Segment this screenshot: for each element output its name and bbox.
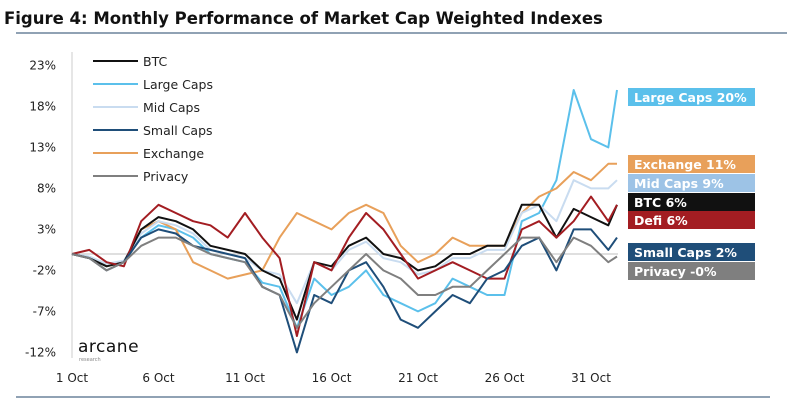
y-tick-label: 3% — [37, 222, 56, 236]
chart-title: Figure 4: Monthly Performance of Market … — [4, 9, 603, 28]
y-tick-label: 8% — [37, 181, 56, 195]
svg-text:Privacy -0%: Privacy -0% — [634, 264, 717, 279]
svg-text:Mid Caps 9%: Mid Caps 9% — [634, 176, 724, 191]
end-label: Exchange 11% — [628, 155, 755, 173]
series-line-defi — [71, 195, 618, 337]
legend-label: Mid Caps — [143, 100, 200, 115]
x-tick-label: 31 Oct — [571, 371, 611, 385]
series-line-privacy — [71, 236, 618, 329]
legend-label: Small Caps — [143, 123, 213, 138]
end-label: Privacy -0% — [628, 262, 755, 280]
y-tick-label: 13% — [29, 140, 56, 154]
x-tick-label: 26 Oct — [485, 371, 525, 385]
y-tick-label: 23% — [29, 58, 56, 72]
svg-text:arcane: arcane — [78, 337, 139, 357]
end-label: BTC 6% — [628, 193, 755, 211]
svg-text:Large Caps 20%: Large Caps 20% — [634, 90, 747, 105]
series-line-large-caps — [71, 89, 618, 329]
x-tick-label: 6 Oct — [142, 371, 174, 385]
end-label: Mid Caps 9% — [628, 174, 755, 192]
end-label: Small Caps 2% — [628, 243, 755, 261]
y-tick-label: 18% — [29, 99, 56, 113]
series-line-mid-caps — [71, 179, 618, 305]
series-line-exchange — [71, 162, 617, 280]
arcane-logo: arcane research — [78, 337, 139, 363]
end-label: Defi 6% — [628, 211, 755, 229]
x-tick-label: 11 Oct — [225, 371, 265, 385]
svg-text:Exchange 11%: Exchange 11% — [634, 157, 736, 172]
end-label: Large Caps 20% — [628, 88, 755, 106]
svg-text:Defi 6%: Defi 6% — [634, 213, 688, 228]
svg-text:research: research — [79, 357, 101, 363]
legend-label: BTC — [143, 54, 167, 69]
x-tick-label: 1 Oct — [56, 371, 88, 385]
svg-text:BTC 6%: BTC 6% — [634, 195, 687, 210]
legend-label: Exchange — [143, 146, 204, 161]
x-tick-label: 16 Oct — [312, 371, 352, 385]
legend-label: Large Caps — [143, 77, 213, 92]
y-tick-label: -7% — [33, 304, 56, 318]
x-tick-label: 21 Oct — [398, 371, 438, 385]
legend-label: Privacy — [143, 169, 189, 184]
y-tick-label: -2% — [33, 263, 56, 277]
series-line-btc — [71, 203, 618, 321]
svg-text:Small Caps 2%: Small Caps 2% — [634, 245, 737, 260]
y-tick-label: -12% — [25, 345, 56, 359]
